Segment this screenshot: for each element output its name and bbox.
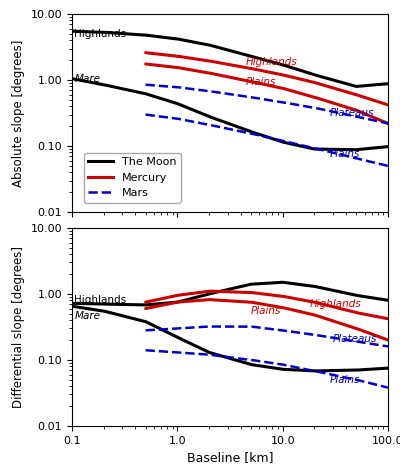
Y-axis label: Absolute slope [degrees]: Absolute slope [degrees] (12, 39, 25, 187)
Text: Highlands: Highlands (310, 299, 361, 309)
Text: Plains: Plains (330, 375, 360, 385)
Text: Plains: Plains (251, 306, 281, 316)
Text: Plateaus: Plateaus (333, 334, 377, 344)
Text: Plains: Plains (246, 77, 276, 87)
Y-axis label: Differential slope [degrees]: Differential slope [degrees] (12, 246, 25, 408)
Text: Mare: Mare (74, 311, 100, 321)
Text: Highlands: Highlands (74, 29, 126, 39)
Text: Highlands: Highlands (74, 295, 126, 305)
Text: Plateaus: Plateaus (330, 108, 374, 117)
Text: Plains: Plains (330, 149, 360, 159)
Text: Mare: Mare (74, 74, 100, 84)
Text: Highlands: Highlands (246, 58, 298, 67)
X-axis label: Baseline [km]: Baseline [km] (187, 451, 273, 464)
Legend: The Moon, Mercury, Mars: The Moon, Mercury, Mars (84, 153, 180, 203)
